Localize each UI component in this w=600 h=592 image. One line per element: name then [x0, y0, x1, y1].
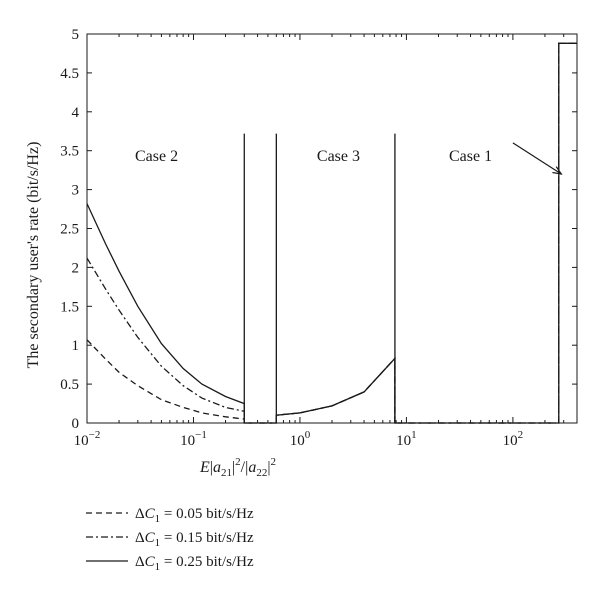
legend-label-3: ΔC1 = 0.25 bit/s/Hz — [135, 554, 254, 573]
y-tick-label: 3 — [72, 183, 80, 199]
x-tick-label: 10−2 — [74, 429, 101, 449]
y-tick-label: 4.5 — [60, 66, 79, 82]
plot-frame — [86, 33, 578, 424]
annotation-arrowhead — [552, 166, 563, 175]
x-axis: 10−2 10−1 100 101 102 — [74, 34, 578, 449]
y-tick-label: 1 — [72, 338, 80, 354]
y-tick-label: 4 — [72, 105, 80, 121]
case-label-3: Case 1 — [449, 148, 492, 165]
x-tick-label: 101 — [396, 429, 417, 449]
y-axis: 0 0.5 1 1.5 2 2.5 3 3.5 4 4.5 5 — [60, 27, 577, 432]
legend: ΔC1 = 0.05 bit/s/Hz ΔC1 = 0.15 bit/s/Hz ΔC… — [86, 506, 254, 573]
x-tick-label: 102 — [503, 429, 524, 449]
y-tick-label: 1.5 — [60, 299, 79, 315]
case-annotations: Case 2 Case 3 Case 1 — [135, 142, 563, 175]
annotation-arrow — [512, 142, 562, 175]
y-tick-label: 5 — [72, 27, 80, 43]
series-line-2 — [86, 42, 577, 424]
plot-marks — [86, 42, 577, 424]
legend-label-2: ΔC1 = 0.15 bit/s/Hz — [135, 530, 254, 549]
legend-label-1: ΔC1 = 0.05 bit/s/Hz — [135, 506, 254, 525]
x-tick-label: 100 — [290, 429, 311, 449]
y-tick-label: 0.5 — [60, 377, 79, 393]
y-tick-label: 3.5 — [60, 144, 79, 160]
x-tick-label: 10−1 — [180, 429, 207, 449]
case-label-2: Case 3 — [317, 148, 360, 165]
x-axis-label: E|a21|2/|a22|2 — [199, 456, 276, 479]
y-tick-label: 2.5 — [60, 222, 79, 238]
case-label-1: Case 2 — [135, 148, 178, 165]
y-axis-label: The secondary user's rate (bit/s/Hz) — [25, 142, 42, 369]
y-tick-label: 2 — [72, 260, 80, 276]
y-tick-label: 0 — [72, 416, 80, 432]
